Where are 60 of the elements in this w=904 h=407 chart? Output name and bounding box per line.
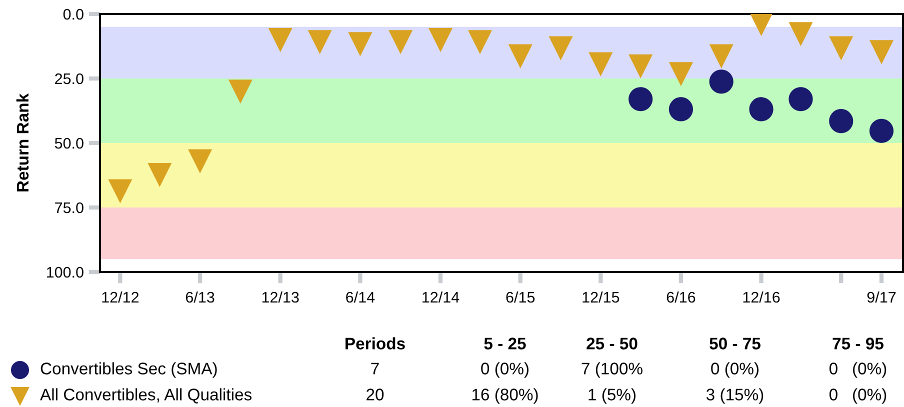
text: 75 - 95 — [832, 338, 884, 350]
point — [508, 44, 532, 68]
text: 5 - 25 — [484, 338, 526, 350]
point — [829, 109, 854, 134]
x-tick-label: 9/17 — [867, 291, 896, 303]
text: 0 (0%) — [829, 362, 886, 378]
legend-label: All Convertibles, All Qualities — [40, 388, 252, 404]
y-axis-title: Return Rank — [16, 93, 29, 192]
point — [428, 28, 453, 52]
x-tick-label: 6/15 — [506, 291, 535, 303]
point — [108, 179, 132, 204]
point — [308, 30, 332, 54]
x-tick-label: 12/16 — [743, 291, 780, 303]
point — [709, 70, 734, 94]
point — [749, 97, 774, 122]
point — [268, 28, 292, 52]
text: 16 (80%) — [472, 388, 538, 404]
y-tick-label: 0.0 — [63, 8, 84, 20]
point — [188, 149, 212, 174]
y-tick-label: 50.0 — [54, 138, 84, 149]
point — [668, 97, 693, 122]
y-tick-label: 75.0 — [55, 202, 84, 214]
point — [348, 32, 372, 56]
text: 7 — [371, 362, 379, 374]
text: 7 (100% — [582, 362, 642, 378]
x-tick-label: 12/14 — [422, 291, 460, 303]
point — [788, 22, 813, 46]
text: 20 — [366, 388, 384, 400]
point — [388, 30, 413, 54]
point — [468, 30, 492, 54]
point — [628, 54, 653, 78]
point — [749, 14, 774, 36]
text: 50 - 75 — [710, 338, 760, 350]
text: 25 - 50 — [586, 338, 638, 350]
point — [709, 44, 734, 68]
text: 0 (0%) — [711, 362, 759, 378]
x-tick-label: 12/12 — [102, 291, 139, 303]
text: 0 (0%) — [829, 388, 886, 404]
point — [588, 52, 613, 76]
text: 1 (5%) — [588, 388, 636, 404]
point — [548, 36, 573, 60]
x-tick-label: 12/13 — [262, 291, 299, 303]
point — [869, 40, 894, 64]
x-tick-label: 12/15 — [582, 291, 620, 303]
text: 0 (0%) — [481, 362, 529, 378]
x-tick-label: 6/14 — [346, 291, 375, 303]
point — [628, 87, 653, 112]
x-tick-label: 6/13 — [186, 291, 214, 303]
legend-label: Convertibles Sec (SMA) — [40, 362, 217, 378]
point — [668, 62, 693, 86]
point — [869, 118, 894, 143]
point — [788, 87, 813, 112]
point — [148, 162, 172, 188]
x-tick-label: 6/16 — [666, 291, 696, 303]
y-tick-label: 100.0 — [46, 266, 84, 278]
text: Periods — [346, 337, 405, 350]
point — [829, 36, 854, 60]
point — [228, 80, 252, 104]
y-tick-label: 25.0 — [55, 73, 84, 84]
text: 3 (15%) — [706, 388, 764, 404]
